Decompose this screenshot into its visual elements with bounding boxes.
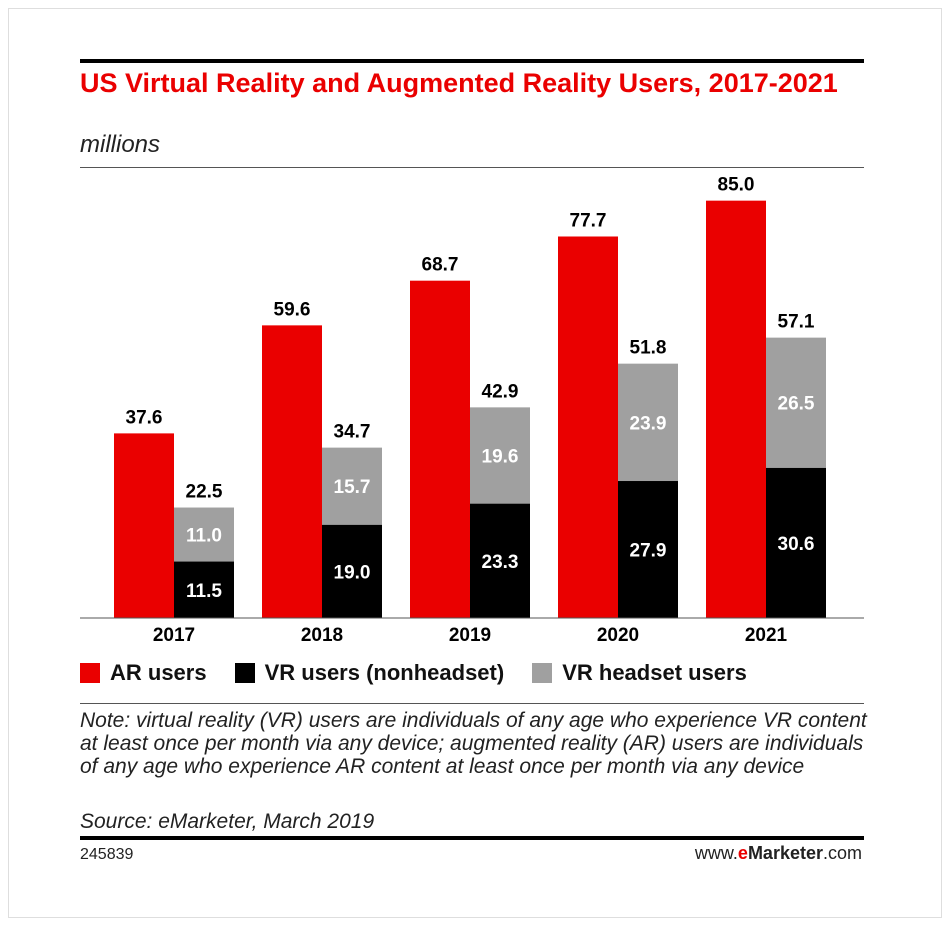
- bar-vr-headset-2021: [766, 337, 826, 468]
- label-vr-nonheadset-2019: 23.3: [482, 552, 519, 573]
- x-tick-label-2019: 2019: [449, 625, 491, 646]
- bar-vr-nonheadset-2021: [766, 467, 826, 618]
- chart-note: Note: virtual reality (VR) users are ind…: [80, 709, 867, 778]
- bar-ar-2018: [262, 325, 322, 618]
- chart-subtitle: millions: [80, 131, 161, 158]
- bar-ar-2019: [410, 280, 470, 618]
- x-tick-label-2017: 2017: [153, 625, 195, 646]
- label-ar-2019: 68.7: [422, 255, 459, 276]
- legend-item-vr-headset: VR headset users: [532, 660, 747, 686]
- label-vr-nonheadset-2020: 27.9: [630, 541, 667, 562]
- legend-rule: [80, 703, 864, 704]
- legend-label-ar: AR users: [110, 660, 207, 685]
- legend-label-vr-nonheadset: VR users (nonheadset): [264, 660, 505, 685]
- bar-vr-headset-2019: [470, 407, 530, 504]
- label-vr-headset-2020: 23.9: [630, 413, 667, 434]
- brand-suffix: .com: [822, 843, 862, 863]
- bar-ar-2021: [706, 200, 766, 618]
- subtitle-rule: [80, 167, 864, 168]
- chart-source: Source: eMarketer, March 2019: [80, 810, 375, 833]
- label-vr-nonheadset-2017: 11.5: [186, 581, 222, 602]
- chart-id: 245839: [80, 846, 134, 863]
- label-vr-total-2021: 57.1: [778, 312, 815, 333]
- legend-swatch-vr-headset: [532, 663, 553, 683]
- x-tick-label-2021: 2021: [745, 625, 788, 646]
- label-ar-2020: 77.7: [570, 210, 607, 231]
- bottom-rule: [80, 836, 864, 840]
- label-ar-2018: 59.6: [274, 299, 311, 320]
- label-vr-headset-2017: 11.0: [186, 526, 222, 547]
- label-vr-nonheadset-2018: 19.0: [334, 562, 371, 583]
- bar-ar-2020: [558, 236, 618, 619]
- label-vr-total-2020: 51.8: [630, 338, 667, 359]
- bar-vr-nonheadset-2020: [618, 481, 678, 618]
- label-ar-2017: 37.6: [126, 407, 163, 428]
- bar-chart: 37.6 11.5 11.0 22.5 2017 59.6 19.0 15.7 34.7 2018…: [80, 175, 864, 646]
- label-vr-total-2018: 34.7: [334, 422, 371, 443]
- label-vr-headset-2021: 26.5: [778, 394, 815, 415]
- chart-title: US Virtual Reality and Augmented Reality…: [80, 68, 838, 98]
- label-ar-2021: 85.0: [718, 175, 755, 196]
- label-vr-headset-2018: 15.7: [334, 477, 371, 498]
- bar-vr-nonheadset-2017: [174, 561, 234, 618]
- brand-prefix: www.: [694, 843, 738, 863]
- label-vr-headset-2019: 19.6: [482, 446, 519, 467]
- legend-swatch-ar: [80, 663, 100, 683]
- brand-name: Marketer: [747, 843, 823, 863]
- bar-vr-headset-2018: [322, 447, 382, 525]
- brand-link[interactable]: www.eMarketer.com: [695, 843, 862, 864]
- bar-vr-nonheadset-2018: [322, 524, 382, 618]
- bar-vr-headset-2020: [618, 363, 678, 482]
- x-tick-label-2020: 2020: [597, 625, 639, 646]
- bar-ar-2017: [114, 433, 174, 618]
- bar-vr-headset-2017: [174, 507, 234, 562]
- legend: AR users VR users (nonheadset) VR headse…: [80, 660, 775, 686]
- legend-label-vr-headset: VR headset users: [562, 660, 747, 685]
- bar-vr-nonheadset-2019: [470, 503, 530, 618]
- legend-item-vr-nonheadset: VR users (nonheadset): [234, 660, 505, 686]
- label-vr-nonheadset-2021: 30.6: [778, 534, 815, 555]
- x-tick-label-2018: 2018: [301, 625, 343, 646]
- top-rule: [80, 59, 864, 63]
- legend-item-ar: AR users: [80, 660, 207, 686]
- brand-e: e: [737, 843, 748, 863]
- label-vr-total-2019: 42.9: [482, 381, 519, 402]
- label-vr-total-2017: 22.5: [186, 482, 223, 503]
- legend-swatch-vr-nonheadset: [234, 663, 255, 683]
